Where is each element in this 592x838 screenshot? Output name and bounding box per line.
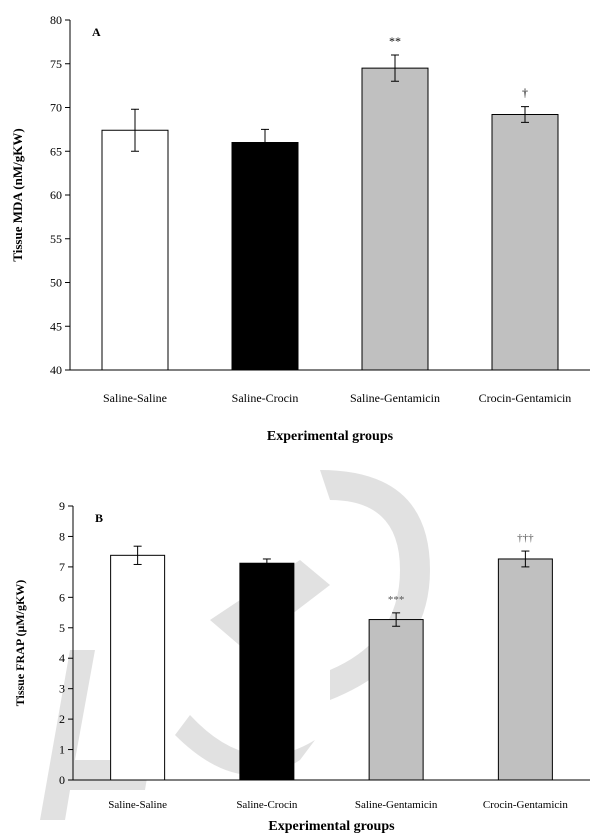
y-axis-title: Tissue FRAP (μM/gKW)	[13, 580, 27, 707]
category-label: Crocin-Gentamicin	[479, 391, 572, 405]
y-tick-label: 75	[50, 57, 62, 71]
bar	[497, 558, 553, 781]
y-tick-label: 7	[59, 560, 65, 574]
x-axis-title: Experimental groups	[267, 429, 394, 444]
y-tick-label: 3	[59, 682, 65, 696]
y-tick-label: 40	[50, 363, 62, 377]
y-tick-label: 1	[59, 743, 65, 757]
significance-label: **	[389, 34, 401, 48]
y-tick-label: 8	[59, 529, 65, 543]
y-tick-label: 60	[50, 188, 62, 202]
category-label: Saline-Gentamicin	[355, 799, 438, 811]
bar	[368, 619, 424, 781]
significance-label: †	[522, 86, 528, 100]
y-tick-label: 6	[59, 590, 65, 604]
category-label: Saline-Crocin	[232, 391, 299, 405]
y-tick-label: 55	[50, 232, 62, 246]
chart-a: 40 45 50 55 60 65 70 75 80 Saline-Saline Saline-Cr…	[10, 13, 590, 444]
y-tick-label: 65	[50, 144, 62, 158]
category-label: Saline-Saline	[108, 799, 167, 811]
y-tick-label: 80	[50, 13, 62, 27]
bar	[361, 67, 429, 371]
panel-label: B	[95, 511, 103, 525]
y-tick-label: 0	[59, 773, 65, 787]
x-axis-title: Experimental groups	[268, 819, 395, 834]
significance-label: †††	[517, 532, 534, 544]
bar	[491, 114, 559, 371]
category-label: Saline-Saline	[103, 391, 167, 405]
bar	[110, 554, 166, 781]
y-tick-label: 5	[59, 621, 65, 635]
panel-label: A	[92, 25, 101, 39]
category-label: Saline-Crocin	[236, 799, 298, 811]
y-tick-label: 50	[50, 276, 62, 290]
y-tick-label: 70	[50, 101, 62, 115]
category-label: Crocin-Gentamicin	[483, 799, 568, 811]
y-tick-label: 45	[50, 319, 62, 333]
chart-b: 0 1 2 3 4 5 6 7 8 9 Saline-Saline Saline-Crocin *** S…	[13, 499, 590, 834]
y-tick-label: 9	[59, 499, 65, 513]
bar	[239, 562, 295, 781]
bar	[231, 142, 299, 371]
y-axis-title: Tissue MDA (nM/gKW)	[10, 128, 25, 261]
y-tick-label: 4	[59, 651, 65, 665]
significance-label: ***	[388, 594, 405, 606]
bar	[101, 129, 169, 371]
y-tick-label: 2	[59, 712, 65, 726]
category-label: Saline-Gentamicin	[350, 391, 440, 405]
